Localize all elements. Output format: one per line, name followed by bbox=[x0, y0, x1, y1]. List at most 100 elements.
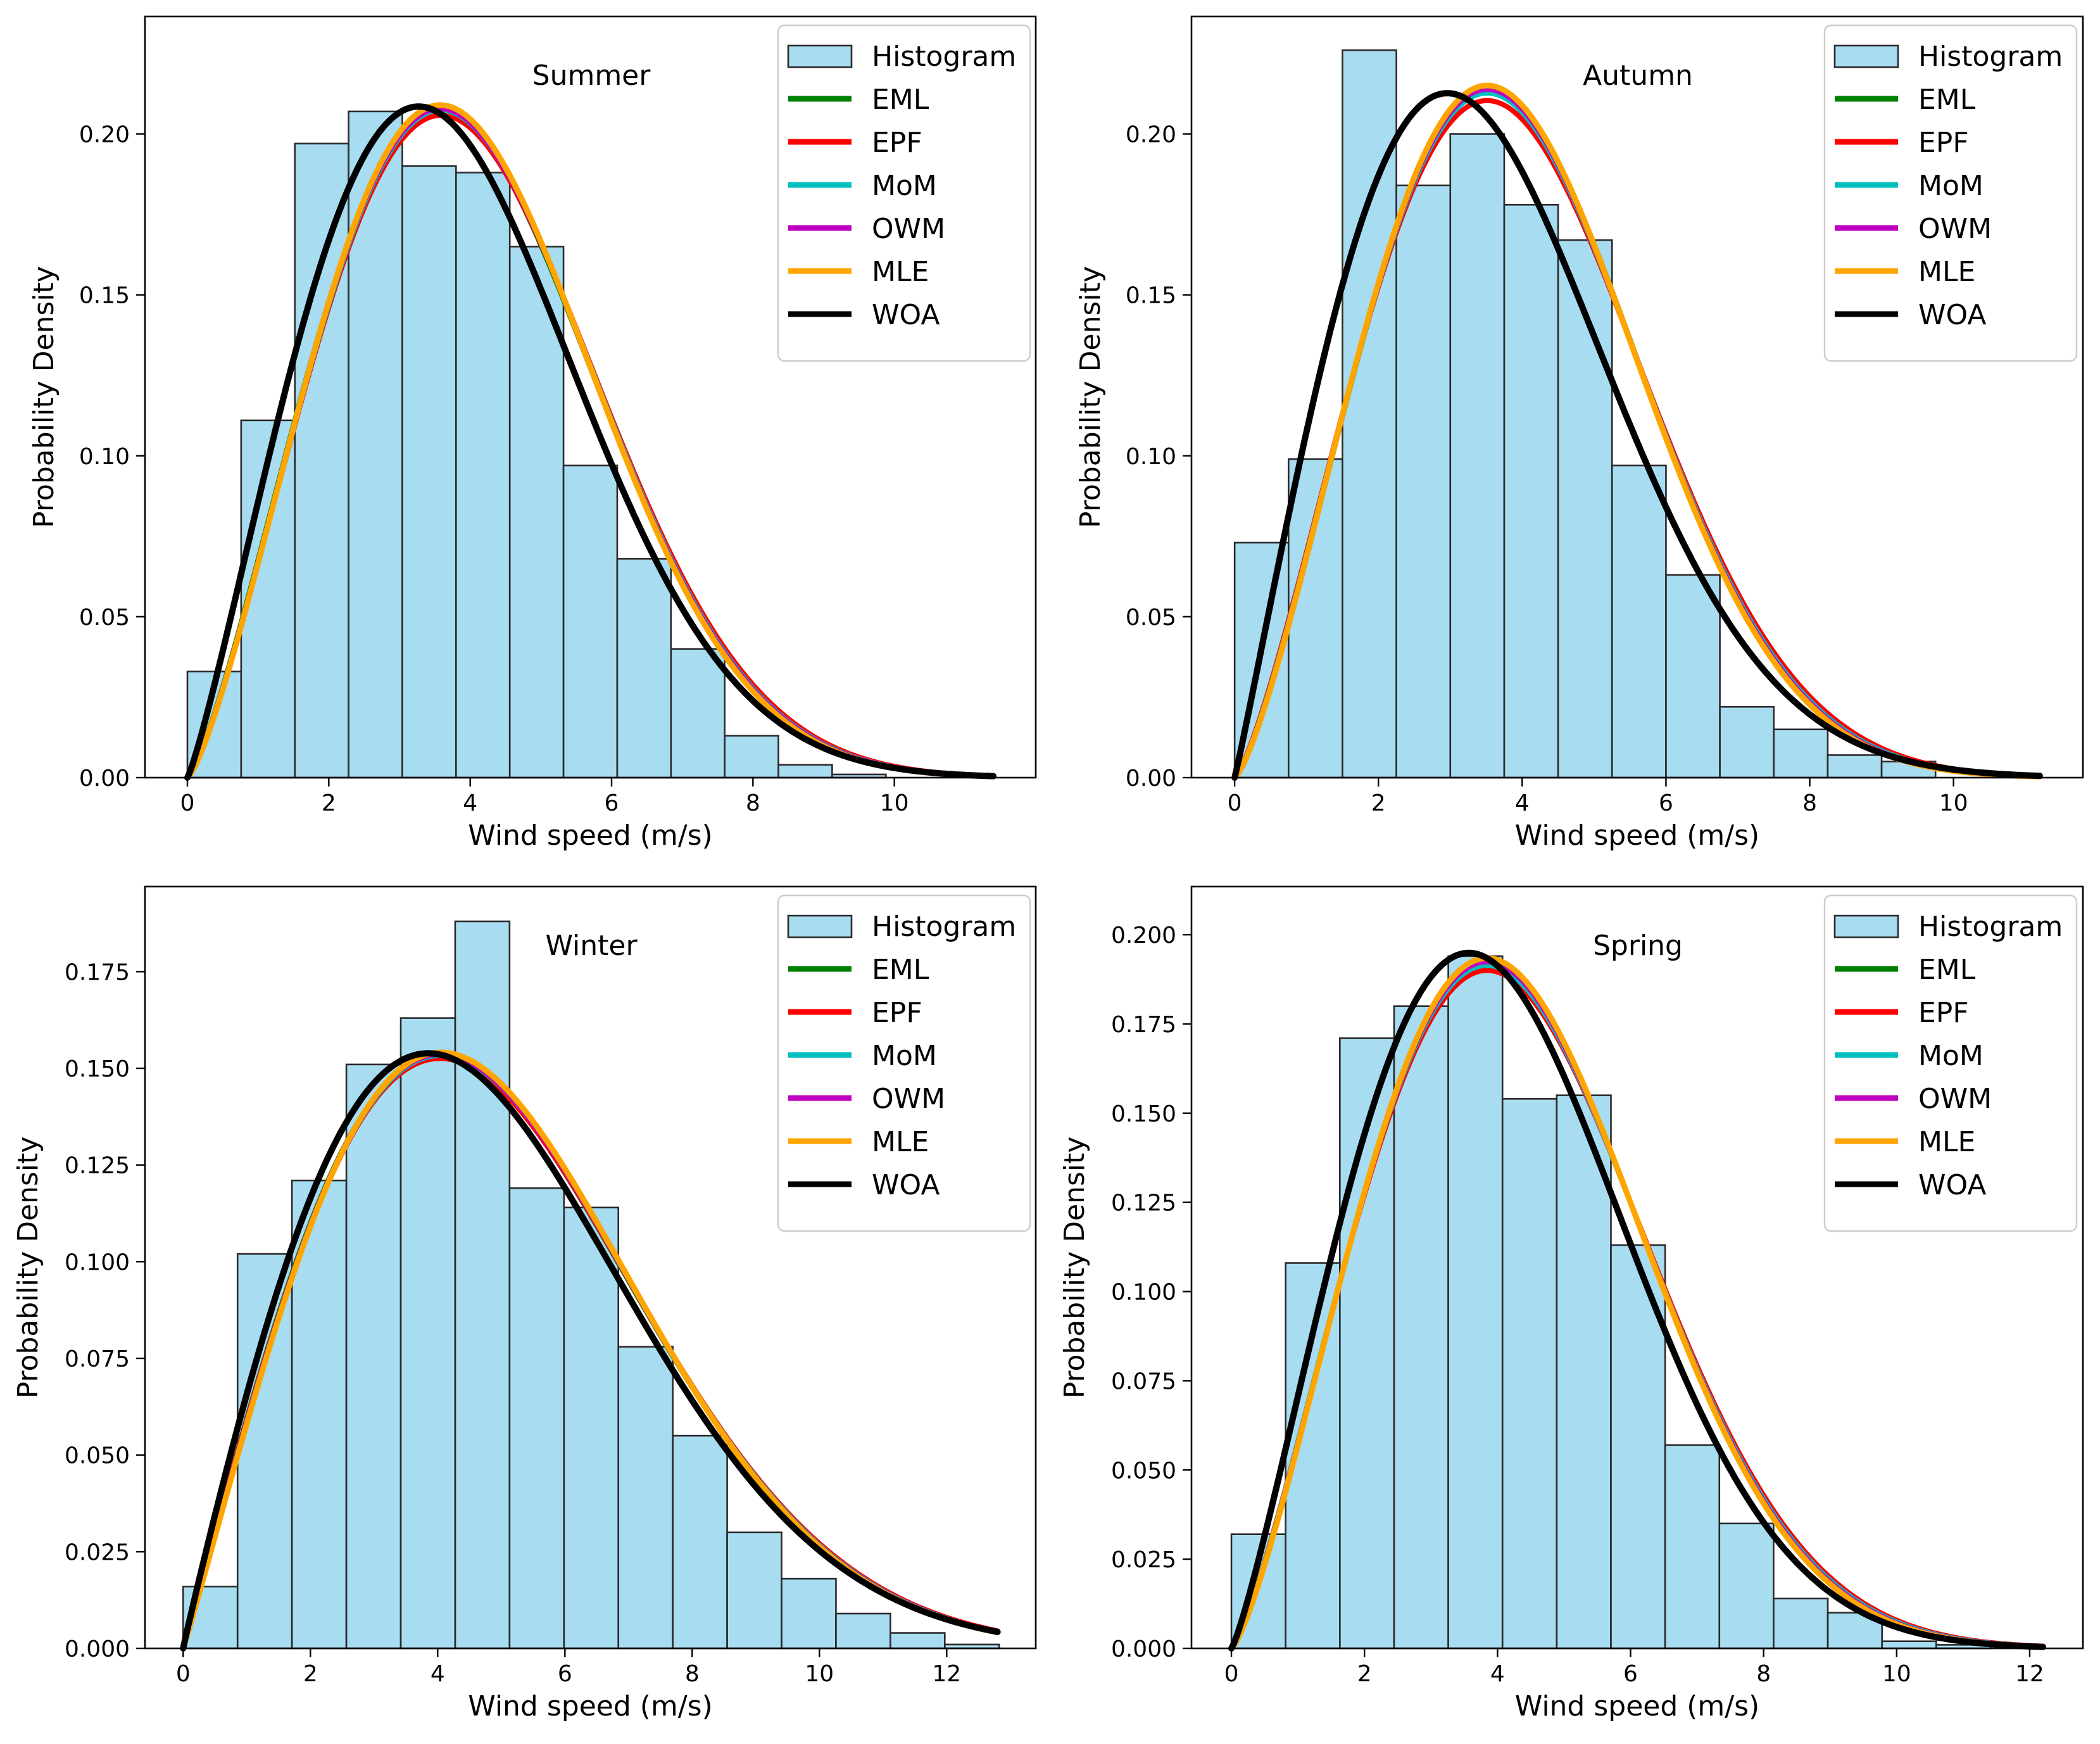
histogram-bar bbox=[726, 1531, 783, 1650]
histogram-bar bbox=[401, 165, 457, 779]
x-axis-label: Wind speed (m/s) bbox=[1515, 819, 1759, 852]
histogram-bar bbox=[1664, 1444, 1721, 1650]
y-tick-label: 0.125 bbox=[65, 1153, 130, 1179]
x-tick-label: 4 bbox=[1490, 1661, 1505, 1687]
y-tick-label: 0.15 bbox=[1126, 283, 1176, 309]
axes-frame bbox=[144, 15, 1037, 779]
y-tick-label: 0.10 bbox=[79, 444, 130, 470]
histogram-bar bbox=[1395, 184, 1452, 779]
legend-label: MoM bbox=[1918, 170, 1984, 202]
legend-label: EPF bbox=[1918, 127, 1969, 159]
histogram-bar bbox=[454, 920, 511, 1650]
legend-label: OWM bbox=[1918, 1083, 1992, 1115]
fit-line-woa bbox=[180, 1050, 1001, 1652]
chart-panel-winter: 0 2 4 6 8 10 12 0.000 0.025 0.050 0.075 0.100 0.125 0… bbox=[12, 885, 1037, 1722]
legend-swatch-histogram bbox=[787, 914, 853, 938]
y-tick-label: 0.100 bbox=[1111, 1280, 1176, 1306]
x-tick-label: 6 bbox=[1623, 1661, 1638, 1687]
histogram-bar bbox=[670, 648, 726, 779]
x-tick-label: 10 bbox=[1939, 790, 1968, 816]
histogram-bar bbox=[1287, 458, 1343, 779]
legend-label: EPF bbox=[872, 127, 922, 159]
histogram-bar bbox=[1449, 133, 1506, 779]
y-tick-label: 0.05 bbox=[79, 605, 130, 631]
histogram-bar bbox=[616, 558, 672, 779]
y-tick-label: 0.075 bbox=[1111, 1368, 1176, 1394]
x-axis-label: Wind speed (m/s) bbox=[468, 1690, 712, 1722]
legend-swatch-histogram bbox=[787, 44, 853, 68]
axes-frame bbox=[144, 885, 1037, 1650]
x-tick-label: 4 bbox=[1515, 790, 1530, 816]
histogram-bar bbox=[508, 1187, 565, 1650]
legend-label: EML bbox=[1918, 84, 1976, 116]
histogram-bar bbox=[1611, 464, 1667, 779]
legend-label: Histogram bbox=[872, 911, 1016, 943]
legend-box bbox=[777, 24, 1031, 362]
panel-title: Summer bbox=[532, 60, 651, 92]
x-tick-label: 10 bbox=[880, 790, 909, 816]
legend-label: WOA bbox=[1918, 299, 1986, 331]
y-axis-label: Probability Density bbox=[1059, 1137, 1091, 1399]
legend-label: MLE bbox=[1918, 256, 1975, 288]
legend-label: MLE bbox=[872, 1126, 929, 1158]
histogram-bar bbox=[1718, 1522, 1775, 1650]
histogram-bar bbox=[777, 764, 833, 779]
histogram-bar bbox=[835, 1612, 891, 1650]
y-tick-label: 0.10 bbox=[1126, 444, 1176, 470]
histogram-bar bbox=[563, 1206, 620, 1650]
legend-label: OWM bbox=[872, 1083, 945, 1115]
histogram-bar bbox=[345, 1063, 402, 1650]
histogram-bar bbox=[399, 1017, 456, 1650]
histogram-bar bbox=[1447, 955, 1504, 1650]
panel-title: Spring bbox=[1593, 930, 1683, 962]
legend-label: WOA bbox=[1918, 1169, 1986, 1201]
chart-panel-autumn: 0 2 4 6 8 10 0.00 0.05 0.10 0.15 0.20 Wind speed (m… bbox=[1074, 15, 2084, 852]
y-axis-label: Probability Density bbox=[12, 1137, 44, 1399]
x-tick-label: 6 bbox=[605, 790, 619, 816]
histogram-bars bbox=[182, 920, 1000, 1650]
chart-panel-spring: 0 2 4 6 8 10 12 0.000 0.025 0.050 0.075 0.100 0.125 0… bbox=[1059, 885, 2084, 1722]
x-tick-label: 0 bbox=[176, 1661, 191, 1687]
x-tick-label: 8 bbox=[685, 1661, 700, 1687]
legend-label: WOA bbox=[872, 1169, 940, 1201]
legend-label: MLE bbox=[1918, 1126, 1975, 1158]
histogram-bar bbox=[1773, 728, 1829, 779]
histogram-bar bbox=[1665, 574, 1721, 779]
histogram-bar bbox=[781, 1577, 837, 1650]
histogram-bar bbox=[294, 142, 349, 779]
chart-panel-summer: 0 2 4 6 8 10 0.00 0.05 0.10 0.15 0.20 Wind speed (m… bbox=[28, 15, 1037, 852]
panel-title: Winter bbox=[545, 930, 638, 962]
histogram-bar bbox=[1556, 1094, 1612, 1650]
histogram-bars bbox=[1233, 49, 1937, 779]
y-axis-label: Probability Density bbox=[28, 266, 60, 528]
histogram-bar bbox=[1826, 754, 1883, 779]
y-tick-label: 0.025 bbox=[1111, 1547, 1176, 1573]
histogram-bar bbox=[1393, 1005, 1449, 1650]
fit-curves bbox=[1231, 82, 2043, 781]
y-tick-label: 0.200 bbox=[1111, 923, 1176, 949]
legend-label: WOA bbox=[872, 299, 940, 331]
legend-label: EML bbox=[872, 954, 929, 986]
x-tick-label: 2 bbox=[322, 790, 336, 816]
y-tick-label: 0.150 bbox=[1111, 1101, 1176, 1127]
legend-label: MoM bbox=[872, 170, 937, 202]
x-tick-label: 8 bbox=[1802, 790, 1817, 816]
x-tick-label: 8 bbox=[746, 790, 760, 816]
legend-swatch-histogram bbox=[1833, 914, 1899, 938]
histogram-bar bbox=[455, 172, 511, 779]
histogram-bar bbox=[1501, 1097, 1558, 1650]
histogram-bar bbox=[1503, 204, 1559, 779]
legend-box bbox=[1823, 894, 2078, 1232]
x-tick-label: 4 bbox=[431, 1661, 445, 1687]
y-tick-label: 0.20 bbox=[1126, 122, 1176, 148]
legend-label: EPF bbox=[1918, 997, 1969, 1029]
legend: Histogram EML EPF MoM OWM MLE WOA bbox=[777, 24, 1031, 362]
fit-curves bbox=[1228, 949, 2046, 1652]
x-axis-label: Wind speed (m/s) bbox=[1515, 1690, 1759, 1722]
x-tick-label: 8 bbox=[1756, 1661, 1771, 1687]
x-tick-label: 0 bbox=[180, 790, 195, 816]
legend-label: MoM bbox=[1918, 1040, 1984, 1072]
histogram-bar bbox=[1881, 1640, 1937, 1650]
y-tick-label: 0.00 bbox=[79, 766, 130, 792]
